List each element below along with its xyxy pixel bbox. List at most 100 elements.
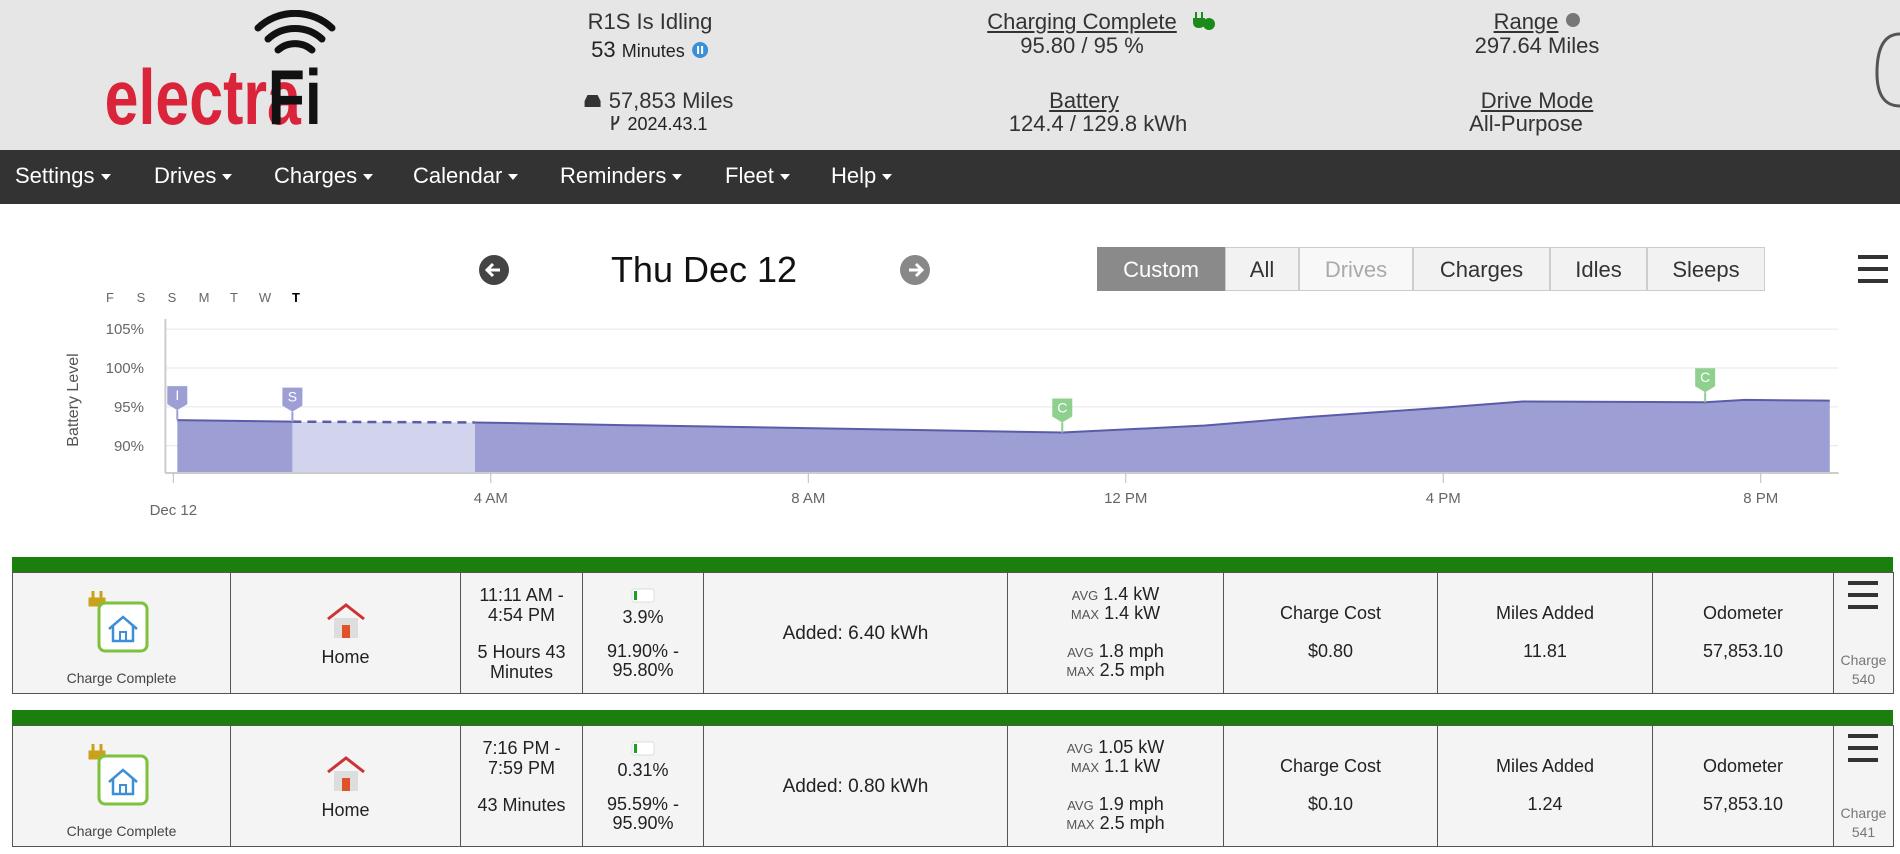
cell: Added: 6.40 kWh — [703, 572, 1008, 694]
event-flag — [1695, 368, 1716, 393]
nav-item[interactable]: Calendar — [413, 163, 518, 189]
location: Home — [321, 647, 370, 667]
nav-item[interactable]: Reminders — [560, 163, 682, 189]
metric-line: AVG 1.4 kW — [1008, 584, 1223, 605]
metric-line: MAX 2.5 mph — [1008, 660, 1223, 681]
battery-value: 124.4 / 129.8 kWh — [1008, 111, 1188, 136]
x-tick-label: 8 PM — [1743, 490, 1778, 507]
session-row: Charge Complete Home 7:16 PM -7:59 PM 43 Mi… — [12, 710, 1894, 847]
start: 7:16 PM - — [482, 738, 561, 758]
event-flag — [282, 387, 303, 412]
nav-item[interactable]: Charges — [274, 163, 373, 189]
week-day: S — [168, 290, 177, 305]
id: 540 — [1851, 671, 1876, 687]
nav-item[interactable]: Help — [831, 163, 892, 189]
filter-button[interactable]: Sleeps — [1647, 247, 1765, 291]
current-date: Thu Dec 12 — [610, 249, 798, 290]
metric-label: MAX — [1070, 760, 1100, 775]
x-tick-label: 4 AM — [474, 490, 508, 507]
cell: Charge 541 — [1833, 725, 1894, 847]
range: 91.90% - 95.80% — [606, 641, 680, 680]
metric-label: AVG — [1067, 645, 1094, 660]
row-menu[interactable] — [1848, 581, 1878, 609]
gap-area — [292, 421, 475, 473]
event-label: S — [288, 389, 297, 405]
range: 95.59% - 95.90% — [606, 794, 680, 833]
miles: 1.24 — [1527, 794, 1563, 814]
metric-line: AVG 1.8 mph — [1008, 641, 1223, 662]
duration: 5 Hours 43 Minutes — [477, 642, 566, 682]
nav-item[interactable]: Settings — [15, 163, 111, 189]
status: Charge Complete — [66, 670, 177, 686]
metric-label: MAX — [1070, 607, 1100, 622]
event-label: C — [1700, 369, 1710, 385]
metric-label: MAX — [1066, 664, 1095, 679]
metric-value: 2.5 mph — [1099, 813, 1165, 833]
logo-accent: Fi — [268, 54, 322, 135]
home-icon — [327, 756, 365, 791]
logo-main: electra — [105, 54, 302, 135]
status-bar — [12, 557, 1893, 572]
metric-label: MAX — [1066, 817, 1095, 832]
cell: Charge Cost $0.10 — [1223, 725, 1438, 847]
next-day[interactable] — [899, 254, 931, 286]
charge-icon — [88, 744, 149, 806]
end: 4:54 PM — [487, 605, 556, 625]
charge-icon — [88, 591, 149, 653]
range-value: 297.64 Miles — [1474, 33, 1600, 58]
x-tick-label: Dec 12 — [150, 502, 198, 519]
cell: AVG 1.05 kW MAX 1.1 kW AVG 1.9 mph MAX 2.5 … — [1007, 725, 1224, 847]
miles-title: Miles Added — [1495, 603, 1595, 623]
nav-item[interactable]: Fleet — [725, 163, 790, 189]
y-tick-label: 100% — [106, 360, 144, 377]
cell: Home — [230, 572, 461, 694]
cell: 3.9% 91.90% - 95.80% — [582, 572, 704, 694]
end: 7:59 PM — [487, 758, 556, 778]
event-flag — [167, 386, 188, 411]
nav-item[interactable]: Drives — [154, 163, 232, 189]
filter-button[interactable]: All — [1225, 247, 1299, 291]
week-day: S — [137, 290, 146, 305]
filter-button[interactable]: Charges — [1413, 247, 1550, 291]
battery-title: Battery — [1049, 88, 1119, 113]
odometer-value: 57,853 Miles — [608, 88, 734, 113]
battery-icon — [631, 741, 655, 756]
week-day: M — [199, 290, 210, 305]
x-tick-label: 12 PM — [1104, 490, 1147, 507]
id-label: Charge — [1840, 652, 1887, 668]
home-icon — [327, 603, 365, 638]
metric-line: MAX 1.4 kW — [1008, 603, 1223, 624]
odo-title: Odometer — [1702, 603, 1784, 623]
cell: Home — [230, 725, 461, 847]
header: electra Fi R1S Is Idling 53 Minutes 57,8… — [0, 0, 1900, 150]
filter-button[interactable]: Custom — [1097, 247, 1225, 291]
metric-line: MAX 2.5 mph — [1008, 813, 1223, 834]
vehicle-edge — [1875, 32, 1900, 108]
filter-button[interactable]: Drives — [1299, 247, 1413, 291]
metric-line: AVG 1.9 mph — [1008, 794, 1223, 815]
percent: 3.9% — [622, 607, 664, 627]
prev-day[interactable] — [478, 254, 510, 286]
cell: Charge 540 — [1833, 572, 1894, 694]
metric-value: 2.5 mph — [1099, 660, 1165, 680]
cost: $0.80 — [1307, 641, 1354, 661]
drive-mode: All-Purpose — [1469, 111, 1583, 136]
y-tick-label: 90% — [114, 438, 144, 455]
cell: Added: 0.80 kWh — [703, 725, 1008, 847]
range-title: Range — [1493, 9, 1559, 34]
week-day: T — [230, 290, 238, 305]
menu-button[interactable] — [1858, 255, 1888, 283]
y-axis-label: Battery Level — [65, 353, 82, 446]
location: Home — [321, 800, 370, 820]
event-label: I — [175, 387, 179, 403]
odo-title: Odometer — [1702, 756, 1784, 776]
odometer: 57,853 Miles — [583, 88, 734, 114]
metric-value: 1.4 kW — [1104, 603, 1161, 623]
session-row: Charge Complete Home 11:11 AM -4:54 PM 5 Ho… — [12, 557, 1894, 694]
week-day: W — [259, 290, 272, 305]
row-menu[interactable] — [1848, 734, 1878, 762]
filter-button[interactable]: Idles — [1550, 247, 1647, 291]
metric-value: 1.4 kW — [1103, 584, 1160, 604]
cost-title: Charge Cost — [1279, 756, 1382, 776]
